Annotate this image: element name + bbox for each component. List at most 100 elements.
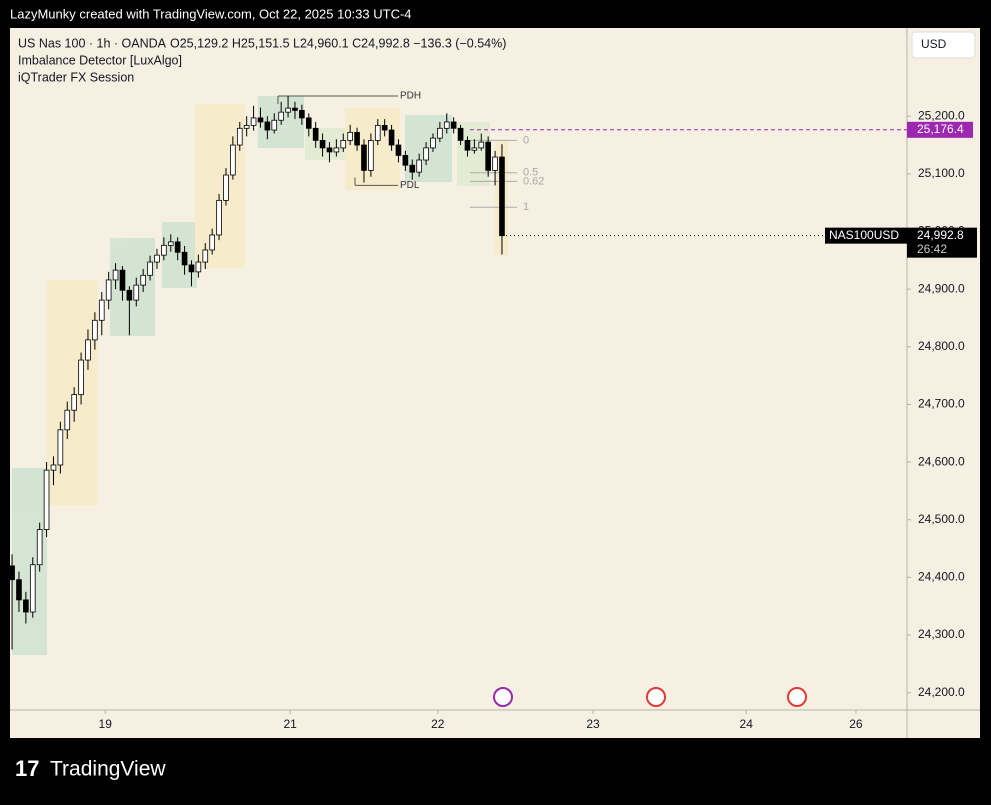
candle-body bbox=[167, 241, 174, 246]
candle-body bbox=[471, 147, 478, 151]
candle-body bbox=[223, 174, 229, 201]
y-tick-label: 24,400.0 bbox=[918, 570, 965, 584]
candle-body bbox=[464, 140, 471, 151]
candle-body bbox=[457, 127, 464, 141]
candle-body bbox=[188, 264, 195, 273]
candle-body bbox=[29, 564, 36, 613]
event-icon[interactable] bbox=[493, 687, 513, 707]
y-tick-label: 25,200.0 bbox=[918, 108, 965, 122]
brand-mark: 17 bbox=[15, 756, 39, 781]
candle-body bbox=[78, 359, 84, 396]
level-label: PDL bbox=[400, 180, 420, 191]
candle-body bbox=[340, 140, 347, 149]
candle-body bbox=[126, 289, 133, 301]
x-tick-label: 26 bbox=[849, 717, 863, 731]
candle-body bbox=[437, 127, 443, 139]
x-tick-label: 22 bbox=[431, 717, 445, 731]
candle-body bbox=[354, 131, 360, 146]
candle-body bbox=[36, 529, 43, 566]
candle-body bbox=[147, 261, 153, 276]
candle-body bbox=[133, 284, 140, 301]
candle-body bbox=[264, 121, 271, 131]
fib-label: 0.62 bbox=[523, 175, 544, 187]
candle-body bbox=[140, 274, 146, 286]
fib-label: 1 bbox=[523, 201, 529, 213]
currency-button[interactable] bbox=[911, 31, 976, 59]
candle-body bbox=[478, 141, 485, 149]
candle-body bbox=[333, 147, 340, 153]
last-price-box bbox=[907, 227, 977, 258]
indicator-name: iQTrader FX Session bbox=[18, 70, 134, 84]
chart-area bbox=[10, 28, 980, 738]
indicator-name: Imbalance Detector [LuxAlgo] bbox=[18, 53, 182, 67]
countdown: 26:42 bbox=[917, 242, 947, 256]
candle-body bbox=[119, 269, 126, 291]
candle-body bbox=[450, 121, 457, 129]
candle-body bbox=[326, 147, 333, 153]
candle-body bbox=[105, 279, 112, 301]
candle-body bbox=[243, 125, 250, 129]
candle-body bbox=[16, 579, 22, 601]
candle-body bbox=[98, 299, 105, 321]
y-tick-label: 24,800.0 bbox=[918, 339, 965, 353]
header: LazyMunky created with TradingView.com, … bbox=[10, 6, 412, 21]
y-tick-label: 24,600.0 bbox=[918, 454, 965, 468]
candle-body bbox=[485, 141, 491, 171]
candle-body bbox=[347, 131, 353, 141]
event-icon[interactable] bbox=[787, 687, 807, 707]
candle-body bbox=[499, 156, 505, 237]
y-tick-label: 24,700.0 bbox=[918, 397, 965, 411]
price-line-box bbox=[907, 121, 973, 138]
candle-body bbox=[299, 110, 305, 119]
candle-body bbox=[181, 251, 188, 266]
candle-body bbox=[50, 464, 57, 471]
candle-body bbox=[154, 254, 160, 263]
candle-body bbox=[361, 144, 367, 171]
candle-body bbox=[381, 125, 388, 131]
candle-body bbox=[9, 565, 15, 581]
candle-body bbox=[216, 199, 222, 236]
candle-body bbox=[305, 117, 312, 129]
candle-body bbox=[236, 127, 243, 146]
candle-body bbox=[430, 137, 436, 149]
candle-body bbox=[312, 127, 319, 141]
candle-body bbox=[195, 261, 202, 273]
candle-body bbox=[285, 107, 291, 113]
candle-body bbox=[202, 249, 209, 263]
candle-body bbox=[161, 244, 167, 256]
y-tick-label: 24,500.0 bbox=[918, 512, 965, 526]
candle-body bbox=[423, 147, 429, 161]
candle-body bbox=[112, 269, 119, 281]
candle-body bbox=[443, 121, 450, 129]
candle-body bbox=[85, 339, 91, 361]
ohlc-legend: O25,129.2 H25,151.5 L24,960.1 C24,992.8 … bbox=[170, 36, 506, 50]
fib-label: 0.5 bbox=[523, 167, 538, 179]
session-box bbox=[110, 238, 155, 336]
candle-body bbox=[23, 599, 29, 613]
brand: TradingView bbox=[50, 758, 166, 781]
currency-label: USD bbox=[921, 37, 947, 51]
x-tick-label: 19 bbox=[99, 717, 113, 731]
chart-title: US Nas 100 · 1h · OANDA bbox=[18, 36, 167, 50]
candle-body bbox=[319, 140, 326, 149]
x-tick-label: 23 bbox=[586, 717, 600, 731]
candle-body bbox=[174, 241, 181, 253]
candle-body bbox=[388, 129, 395, 146]
price-line-label: 25,176.4 bbox=[917, 122, 964, 136]
candle-body bbox=[409, 164, 416, 173]
y-tick-label: 24,200.0 bbox=[918, 685, 965, 699]
candle-body bbox=[271, 119, 278, 131]
session-box bbox=[195, 104, 245, 268]
event-icons bbox=[493, 687, 807, 707]
candle-body bbox=[402, 155, 409, 166]
candle-body bbox=[230, 144, 236, 176]
candle-body bbox=[257, 117, 264, 123]
candle-body bbox=[492, 156, 498, 171]
candle-body bbox=[43, 469, 50, 530]
y-tick-label: 24,900.0 bbox=[918, 281, 965, 295]
candle-body bbox=[64, 409, 71, 431]
candle-body bbox=[71, 394, 77, 411]
last-price-label: 24,992.8 bbox=[917, 228, 964, 242]
event-icon[interactable] bbox=[646, 687, 666, 707]
